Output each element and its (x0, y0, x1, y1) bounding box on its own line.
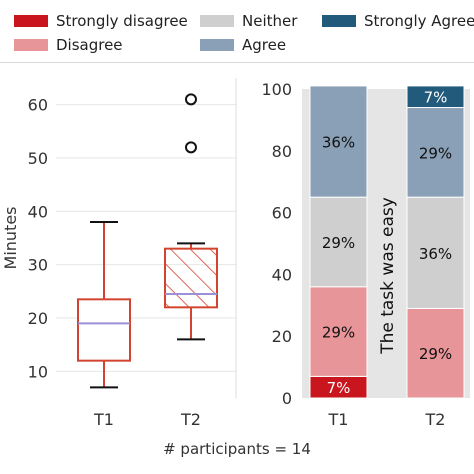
legend-swatch (14, 15, 48, 27)
legend-label: Strongly Agree (364, 12, 474, 30)
y-tick-label: 40 (272, 265, 292, 284)
y-axis-label: Minutes (1, 207, 20, 270)
panel-annotation: The task was easy (378, 197, 398, 355)
legend-item-neither: Neither (200, 12, 297, 30)
y-tick-label: 80 (272, 142, 292, 161)
bar-segment (406, 107, 465, 198)
box-T2 (164, 247, 218, 309)
outlier-point (185, 93, 197, 106)
box-T1 (77, 298, 131, 362)
x-tick-label: T2 (425, 410, 446, 429)
legend-label: Strongly disagree (56, 12, 188, 30)
y-tick-label: 20 (28, 309, 48, 328)
participants-caption: # participants = 14 (163, 440, 311, 458)
legend-swatch (200, 15, 234, 27)
stacked-bar-panel: 0 20 40 60 80 100 7% 29% 29% 36% T1 29% 36% 29% 7% T2 Th… (261, 80, 470, 429)
bar-segment (309, 286, 368, 377)
y-tick-label: 50 (28, 149, 48, 168)
legend: Strongly disagree Disagree Neither Agree… (0, 0, 474, 63)
y-tick-label: 20 (272, 327, 292, 346)
segment-label: 29% (322, 324, 355, 342)
segment-label: 29% (419, 144, 452, 162)
segment-label: 7% (424, 89, 448, 107)
bar-segment (406, 307, 465, 399)
legend-label: Neither (242, 12, 298, 30)
legend-item-agree: Agree (200, 36, 286, 54)
legend-item-strongly-agree: Strongly Agree (322, 12, 474, 30)
legend-item-disagree: Disagree (14, 36, 123, 54)
legend-swatch (322, 15, 356, 27)
bar-segment (406, 196, 465, 309)
segment-label: 29% (419, 345, 452, 363)
outlier-point (185, 141, 197, 154)
y-tick-label: 100 (261, 80, 292, 99)
bar-segment (309, 196, 368, 288)
x-tick-label: T1 (328, 410, 349, 429)
bar-segment (309, 85, 368, 198)
y-tick-label: 60 (28, 96, 48, 115)
y-tick-label: 60 (272, 204, 292, 223)
y-tick-label: 30 (28, 256, 48, 275)
x-tick-label: T1 (93, 410, 114, 429)
y-tick-label: 0 (282, 389, 292, 408)
legend-swatch (14, 39, 48, 51)
segment-label: 36% (419, 245, 452, 263)
y-tick-label: 40 (28, 202, 48, 221)
legend-swatch (200, 39, 234, 51)
segment-label: 29% (322, 234, 355, 252)
bar-segment (406, 85, 465, 109)
segment-label: 36% (322, 134, 355, 152)
segment-label: 7% (327, 379, 351, 397)
legend-label: Agree (242, 36, 287, 54)
x-tick-label: T2 (180, 410, 201, 429)
legend-item-strongly-disagree: Strongly disagree (14, 12, 188, 30)
box-plot-panel: 10 20 30 40 50 60 Minutes T1 T2 (1, 78, 237, 429)
y-tick-label: 10 (28, 362, 48, 381)
legend-label: Disagree (56, 36, 123, 54)
